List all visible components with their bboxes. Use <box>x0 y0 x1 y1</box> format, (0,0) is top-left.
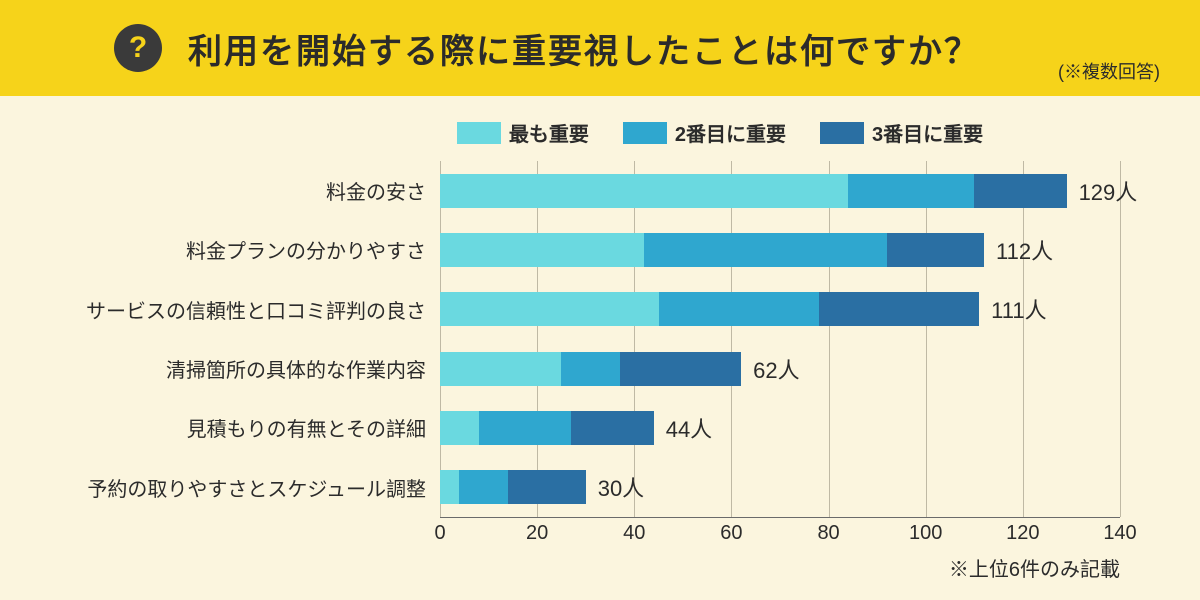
legend-swatch <box>623 122 667 144</box>
axis-area: 020406080100120140 <box>440 517 1120 551</box>
bar-segment <box>508 470 586 504</box>
bar-row-total: 129人 <box>1067 175 1138 207</box>
bar-stack <box>440 411 654 445</box>
bar-row-label: 料金の安さ <box>60 176 440 205</box>
legend-label: 2番目に重要 <box>675 118 786 147</box>
legend-label: 3番目に重要 <box>872 118 983 147</box>
bar-row: 予約の取りやすさとスケジュール調整 30人 <box>60 458 1120 517</box>
legend-label: 最も重要 <box>509 118 589 147</box>
bar-row-plot: 62人 <box>440 339 1120 398</box>
bar-segment <box>479 411 571 445</box>
bar-segment <box>440 411 479 445</box>
question-header: ? 利用を開始する際に重要視したことは何ですか？ (※複数回答) <box>0 0 1200 96</box>
chart-x-axis: 020406080100120140 <box>60 517 1120 551</box>
question-icon-glyph: ? <box>129 31 147 65</box>
bar-segment <box>459 470 508 504</box>
chart-legend: 最も重要 2番目に重要 3番目に重要 <box>60 118 1120 147</box>
axis-tick: 120 <box>1006 522 1039 545</box>
page: ? 利用を開始する際に重要視したことは何ですか？ (※複数回答) 最も重要 2番目… <box>0 0 1200 600</box>
chart-bars: 料金の安さ129人料金プランの分かりやすさ112人サービスの信頼性と口コミ評判の… <box>60 161 1120 517</box>
axis-tick: 100 <box>909 522 942 545</box>
bar-row-label: 予約の取りやすさとスケジュール調整 <box>60 473 440 502</box>
bar-segment <box>440 470 459 504</box>
bar-segment <box>440 292 659 326</box>
legend-item: 2番目に重要 <box>623 118 786 147</box>
bar-row-total: 112人 <box>984 234 1053 266</box>
bar-row-total: 30人 <box>586 471 644 503</box>
bar-row-label: サービスの信頼性と口コミ評判の良さ <box>60 295 440 324</box>
bar-segment <box>974 174 1066 208</box>
legend-item: 最も重要 <box>457 118 589 147</box>
axis-tick: 60 <box>720 522 742 545</box>
chart-footnote: ※上位6件のみ記載 <box>60 553 1120 582</box>
axis-tick: 40 <box>623 522 645 545</box>
bar-segment <box>887 233 984 267</box>
bar-stack <box>440 470 586 504</box>
bar-row-plot: 112人 <box>440 220 1120 279</box>
bar-row-label: 料金プランの分かりやすさ <box>60 235 440 264</box>
axis-tick: 80 <box>817 522 839 545</box>
bar-row-total: 62人 <box>741 353 799 385</box>
bar-stack <box>440 174 1067 208</box>
legend-swatch <box>457 122 501 144</box>
bar-row: 見積もりの有無とその詳細 44人 <box>60 398 1120 457</box>
bar-segment <box>659 292 819 326</box>
bar-row: 料金の安さ129人 <box>60 161 1120 220</box>
bar-stack <box>440 352 741 386</box>
bar-segment <box>644 233 887 267</box>
bar-row-plot: 30人 <box>440 458 1120 517</box>
axis-tick: 140 <box>1103 522 1136 545</box>
bar-row: 料金プランの分かりやすさ 112人 <box>60 220 1120 279</box>
question-icon: ? <box>114 24 162 72</box>
axis-tick: 0 <box>434 522 445 545</box>
bar-segment <box>620 352 741 386</box>
question-subtitle: (※複数回答) <box>1058 58 1160 96</box>
bar-stack <box>440 233 984 267</box>
bar-row-plot: 111人 <box>440 280 1120 339</box>
bar-segment <box>571 411 654 445</box>
bar-row-plot: 129人 <box>440 161 1120 220</box>
bar-segment <box>848 174 974 208</box>
axis-tick: 20 <box>526 522 548 545</box>
bar-segment <box>440 352 561 386</box>
legend-item: 3番目に重要 <box>820 118 983 147</box>
bar-row-total: 111人 <box>979 293 1046 325</box>
chart-area: 最も重要2番目に重要3番目に重要 料金の安さ129人料金プランの分かりやすさ11… <box>0 96 1200 600</box>
bar-row-plot: 44人 <box>440 398 1120 457</box>
bar-segment <box>440 174 848 208</box>
bar-row: サービスの信頼性と口コミ評判の良さ 111人 <box>60 280 1120 339</box>
bar-row-total: 44人 <box>654 412 712 444</box>
bar-segment <box>561 352 619 386</box>
question-title: 利用を開始する際に重要視したことは何ですか？ <box>114 24 1058 73</box>
legend-swatch <box>820 122 864 144</box>
bar-row-label: 清掃箇所の具体的な作業内容 <box>60 354 440 383</box>
bar-segment <box>819 292 979 326</box>
bar-row-label: 見積もりの有無とその詳細 <box>60 413 440 442</box>
bar-stack <box>440 292 979 326</box>
bar-segment <box>440 233 644 267</box>
bar-row: 清掃箇所の具体的な作業内容 62人 <box>60 339 1120 398</box>
